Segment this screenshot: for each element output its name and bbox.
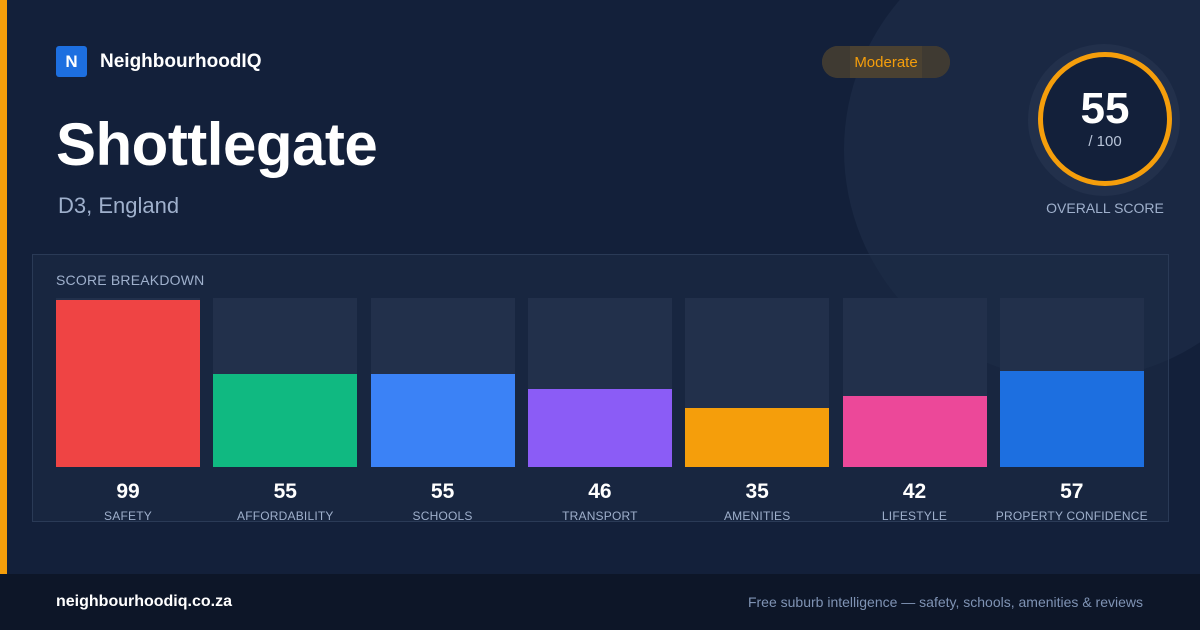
score-bar-value: 57 [1060, 480, 1084, 503]
score-bar-value: 35 [745, 480, 769, 503]
score-bar-fill [370, 374, 515, 467]
score-bar-track [213, 298, 358, 467]
overall-score-label: OVERALL SCORE [1046, 200, 1164, 216]
score-bar-track [370, 298, 515, 467]
score-bar-fill [685, 408, 830, 467]
score-bar-value: 55 [273, 480, 297, 503]
score-bar-label: SAFETY [104, 509, 152, 523]
score-bar-fill [999, 371, 1144, 467]
accent-stripe [0, 0, 7, 574]
score-bar-fill [56, 300, 200, 467]
score-bar-label: SCHOOLS [412, 509, 473, 523]
score-bar-track [685, 298, 830, 467]
footer-tagline: Free suburb intelligence — safety, schoo… [747, 594, 1143, 610]
rating-badge: Moderate [822, 46, 950, 78]
score-bar-amenities: 35 AMENITIES [685, 298, 830, 523]
suburb-title: Shottlegate [56, 111, 378, 178]
score-bar-track [842, 298, 987, 467]
score-bar-affordability: 55 AFFORDABILITY [213, 298, 358, 523]
overall-score-value: 55 [1080, 84, 1130, 133]
overall-score-ring [1038, 52, 1172, 186]
brand-name: NeighbourhoodIQ [100, 50, 262, 72]
footer-domain: neighbourhoodiq.co.za [56, 593, 232, 610]
score-bar-track [527, 298, 672, 467]
score-bar-label: LIFESTYLE [881, 509, 948, 523]
score-bar-label: PROPERTY CONFIDENCE [995, 509, 1148, 523]
brand-logo-icon: N [56, 46, 87, 77]
score-bar-label: AMENITIES [723, 509, 791, 523]
score-breakdown-panel: SCORE BREAKDOWN 99 SAFETY 55 AFFORDABILITY 5… [32, 254, 1169, 523]
score-card: N NeighbourhoodIQ Moderate Shottlegate D… [0, 0, 1172, 574]
footer: neighbourhoodiq.co.za Free suburb intell… [0, 574, 1200, 630]
score-bar-lifestyle: 42 LIFESTYLE [842, 298, 987, 523]
score-bar-value: 55 [430, 480, 455, 503]
rating-badge-label: Moderate [854, 53, 918, 71]
score-bar-label: AFFORDABILITY [236, 509, 334, 523]
score-bar-fill [213, 374, 358, 467]
score-bar-schools: 55 SCHOOLS [370, 298, 515, 523]
brand: N NeighbourhoodIQ [56, 46, 261, 77]
score-bar-value: 42 [902, 480, 927, 503]
score-bar-transport: 46 TRANSPORT [527, 298, 672, 523]
score-bar-label: TRANSPORT [562, 509, 638, 523]
score-bar-safety: 99 SAFETY [56, 298, 200, 523]
score-breakdown-bars: 99 SAFETY 55 AFFORDABILITY 55 SCHOOLS 46 TRANSP… [56, 298, 1148, 528]
score-bar-fill [527, 389, 672, 467]
score-bar-track [56, 298, 200, 467]
overall-score-max: / 100 [1088, 133, 1122, 150]
score-bar-value: 99 [116, 480, 140, 503]
score-bar-track [999, 298, 1144, 467]
score-bar-property-confidence: 57 PROPERTY CONFIDENCE [996, 298, 1148, 523]
score-bar-value: 46 [588, 480, 612, 503]
score-bar-fill [842, 396, 987, 467]
score-breakdown-title: SCORE BREAKDOWN [56, 272, 205, 288]
suburb-region: D3, England [58, 193, 180, 218]
